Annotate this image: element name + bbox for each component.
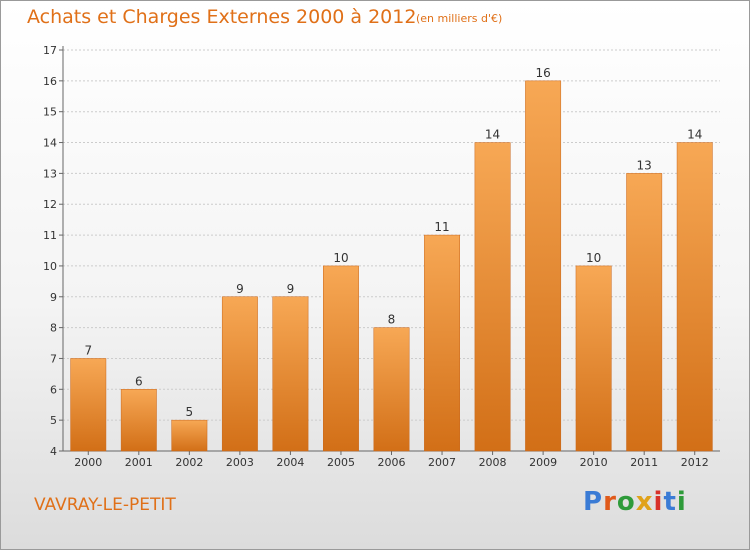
x-tick-label-2002: 2002 <box>175 456 203 469</box>
value-label-2011: 13 <box>637 158 652 172</box>
chart-title: Achats et Charges Externes 2000 à 2012 <box>27 6 417 28</box>
y-tick-label: 16 <box>43 75 57 88</box>
bar-2003 <box>221 296 258 452</box>
x-tick-label-2007: 2007 <box>428 456 456 469</box>
value-label-2008: 14 <box>485 128 500 142</box>
bar-2010 <box>575 265 612 452</box>
bar-2006 <box>373 327 410 452</box>
labels: 7 6 5 9 9 10 8 11 14 16 10 13 14 <box>84 66 702 419</box>
y-tick-label: 14 <box>43 137 57 150</box>
y-tick-label: 13 <box>43 167 57 180</box>
bar-2002 <box>171 419 208 452</box>
bar-2007 <box>424 234 460 452</box>
bar-2012 <box>676 142 713 452</box>
y-tick-label: 9 <box>50 291 57 304</box>
y-tick-label: 4 <box>50 445 57 458</box>
bars <box>70 80 713 452</box>
x-tick-label-2011: 2011 <box>630 456 658 469</box>
value-label-2006: 8 <box>388 313 396 327</box>
bar-2000 <box>70 358 107 452</box>
y-tick-label: 6 <box>50 383 57 396</box>
value-label-2002: 5 <box>186 405 194 419</box>
x-tick-label-2005: 2005 <box>327 456 355 469</box>
value-label-2004: 9 <box>287 282 295 296</box>
bar-2008 <box>474 142 511 452</box>
bar-2004 <box>272 296 309 452</box>
value-label-2001: 6 <box>135 374 143 388</box>
chart-subtitle: (en milliers d'€) <box>416 12 503 25</box>
x-tick-label-2006: 2006 <box>378 456 406 469</box>
bar-2011 <box>626 173 663 452</box>
value-label-2000: 7 <box>84 343 92 357</box>
y-tick-label: 17 <box>43 44 57 57</box>
y-tick-label: 5 <box>50 414 57 427</box>
x-tick-label-2001: 2001 <box>125 456 153 469</box>
x-tick-label-2003: 2003 <box>226 456 254 469</box>
value-label-2005: 10 <box>333 251 348 265</box>
commune-name: VAVRAY-LE-PETIT <box>34 495 176 515</box>
x-tick-label-2009: 2009 <box>529 456 557 469</box>
y-tick-label: 12 <box>43 198 57 211</box>
bar-2001 <box>120 389 157 452</box>
value-label-2010: 10 <box>586 251 601 265</box>
y-tick-label: 15 <box>43 106 57 119</box>
y-tick-label: 7 <box>50 352 57 365</box>
y-tick-label: 8 <box>50 322 57 335</box>
y-tick-label: 10 <box>43 260 57 273</box>
bar-2005 <box>323 265 359 452</box>
value-label-2012: 14 <box>687 128 702 142</box>
y-tick-label: 11 <box>43 229 57 242</box>
x-tick-label-2004: 2004 <box>276 456 304 469</box>
value-label-2009: 16 <box>535 66 550 80</box>
proxiti-logo: Proxiti <box>583 487 687 517</box>
x-tick-label-2008: 2008 <box>479 456 507 469</box>
value-label-2003: 9 <box>236 282 244 296</box>
x-tick-label-2010: 2010 <box>580 456 608 469</box>
x-tick-label-2012: 2012 <box>681 456 709 469</box>
value-label-2007: 11 <box>434 220 449 234</box>
bar-2009 <box>525 80 562 452</box>
x-tick-label-2000: 2000 <box>74 456 102 469</box>
